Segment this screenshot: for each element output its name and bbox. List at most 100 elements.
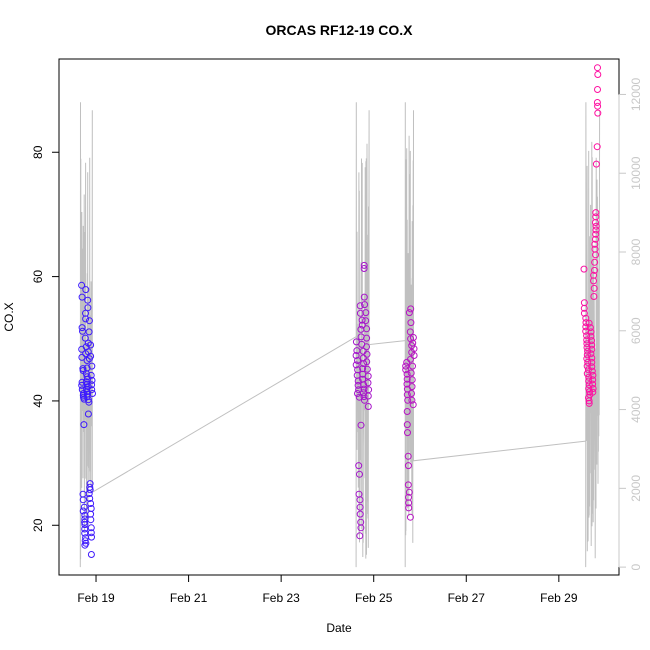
- data-point: [582, 327, 590, 335]
- data-point: [360, 385, 368, 393]
- data-point: [363, 325, 371, 333]
- data-point: [582, 314, 590, 322]
- y2-tick-label: 10000: [629, 156, 643, 190]
- data-point: [405, 309, 413, 317]
- data-point: [584, 358, 592, 366]
- data-point: [592, 209, 600, 217]
- data-point: [87, 524, 95, 532]
- data-point: [356, 496, 364, 504]
- data-point: [83, 373, 91, 381]
- data-point: [363, 343, 370, 351]
- data-point: [358, 321, 366, 329]
- data-point: [408, 390, 415, 397]
- data-point: [81, 518, 89, 526]
- data-point: [591, 245, 599, 253]
- data-point: [81, 541, 89, 549]
- data-point: [87, 551, 95, 558]
- x-tick-label: Feb 27: [448, 591, 486, 605]
- data-point: [352, 361, 360, 369]
- data-point: [364, 372, 372, 380]
- y-axis-label: CO.X: [2, 302, 16, 331]
- data-point: [360, 293, 368, 301]
- data-point: [363, 334, 371, 342]
- data-point: [88, 381, 96, 389]
- data-point: [356, 510, 364, 518]
- secondary-y-axis: 0 2000 4000 6000 8000 10000 12000: [618, 77, 643, 570]
- data-point: [83, 357, 91, 364]
- data-point: [409, 362, 416, 370]
- data-point: [591, 266, 598, 274]
- data-point: [355, 386, 363, 394]
- data-point: [594, 71, 602, 78]
- data-point: [81, 521, 89, 529]
- data-point: [360, 261, 368, 269]
- data-point: [84, 304, 92, 312]
- data-point: [592, 222, 600, 230]
- data-point: [81, 529, 89, 537]
- data-point: [404, 396, 412, 404]
- data-point: [587, 328, 595, 336]
- data-point: [357, 524, 365, 532]
- data-point: [590, 293, 598, 300]
- plot-frame: [58, 58, 620, 576]
- data-point: [587, 350, 595, 358]
- data-point: [84, 396, 92, 404]
- data-point: [364, 379, 372, 387]
- data-point: [403, 408, 411, 415]
- secondary-trace: [404, 102, 586, 568]
- x-tick-label: Feb 29: [540, 591, 578, 605]
- data-point: [364, 403, 372, 410]
- data-point: [86, 495, 94, 502]
- data-point: [79, 496, 87, 504]
- data-point: [88, 533, 95, 541]
- x-tick-label: Feb 25: [355, 591, 393, 605]
- data-point: [87, 529, 95, 537]
- data-point: [590, 284, 598, 292]
- data-point: [356, 302, 364, 310]
- data-point: [585, 399, 593, 407]
- data-point: [357, 421, 365, 429]
- data-point: [588, 363, 596, 371]
- data-point: [588, 358, 596, 366]
- data-point: [87, 510, 95, 518]
- data-point: [89, 390, 96, 397]
- data-point: [589, 371, 597, 379]
- y-axis: 20 40 60 80: [31, 145, 60, 532]
- data-point: [405, 504, 413, 512]
- data-point: [585, 319, 593, 327]
- data-point: [80, 421, 88, 429]
- data-point: [405, 499, 413, 507]
- data-point: [589, 385, 597, 392]
- data-point: [580, 309, 588, 317]
- data-point: [86, 486, 94, 494]
- data-point: [402, 362, 410, 370]
- data-point: [87, 341, 95, 349]
- data-point: [83, 385, 91, 393]
- y-tick-label: 60: [31, 270, 45, 284]
- x-axis: Feb 19 Feb 21 Feb 23 Feb 25 Feb 27 Feb 29: [77, 574, 578, 605]
- x-tick-label: Feb 19: [77, 591, 115, 605]
- data-point: [582, 319, 590, 327]
- data-point: [408, 396, 416, 404]
- data-point: [405, 488, 413, 496]
- data-point: [80, 503, 88, 511]
- data-point: [404, 429, 411, 437]
- y-tick-label: 40: [31, 394, 45, 408]
- data-point: [355, 462, 363, 470]
- data-point: [79, 327, 86, 335]
- y2-tick-label: 0: [629, 563, 643, 570]
- data-point: [594, 109, 602, 117]
- data-point: [361, 301, 369, 309]
- data-point: [406, 513, 414, 521]
- data-point: [583, 332, 591, 340]
- data-point: [78, 293, 86, 301]
- data-point: [81, 525, 89, 533]
- data-point: [87, 500, 95, 507]
- data-point: [81, 334, 89, 342]
- data-point: [404, 481, 412, 489]
- data-point: [78, 378, 86, 386]
- data-point: [78, 324, 86, 332]
- data-point: [85, 398, 93, 406]
- data-point: [410, 352, 418, 359]
- data-point: [407, 369, 415, 377]
